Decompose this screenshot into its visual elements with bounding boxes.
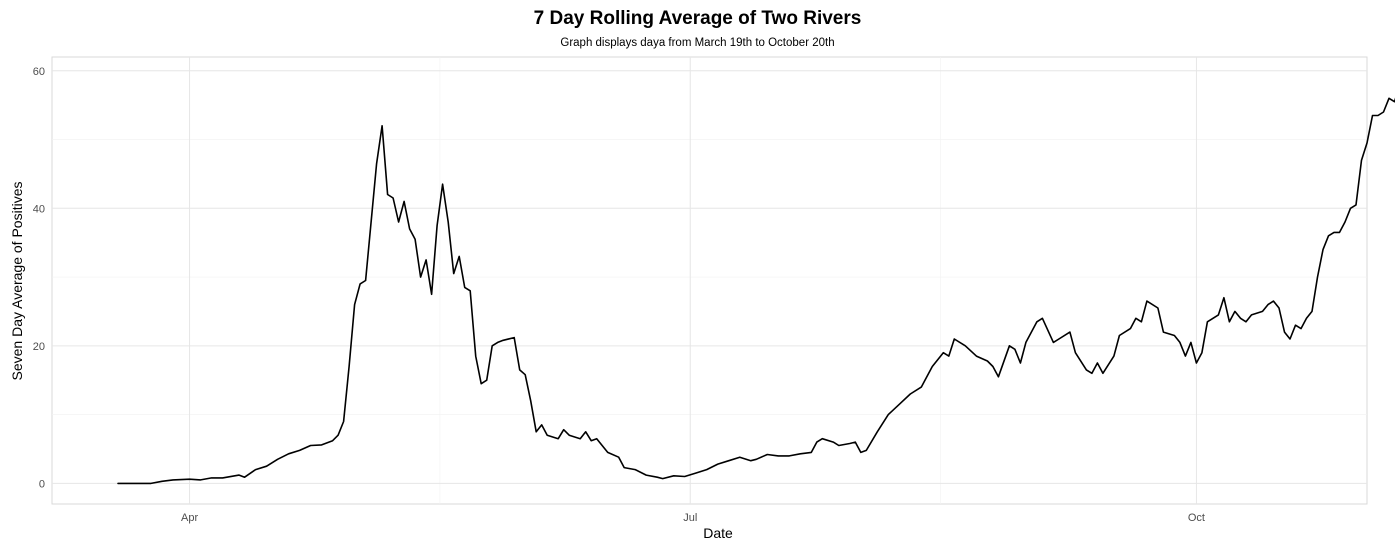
- series-line: [117, 97, 1395, 485]
- plot-panel: [51, 56, 1368, 505]
- x-tick-label: Jul: [683, 512, 697, 524]
- major-gridlines: [52, 57, 1367, 504]
- series-layer: [117, 97, 1395, 485]
- x-axis-ticks: Apr Jul Oct: [181, 512, 1205, 524]
- y-tick-label: 60: [33, 66, 45, 78]
- minor-gridlines: [52, 57, 1367, 504]
- y-tick-label: 40: [33, 203, 45, 215]
- y-tick-label: 0: [39, 478, 45, 490]
- chart-subtitle: Graph displays daya from March 19th to O…: [560, 37, 835, 49]
- y-axis-title: Seven Day Average of Positives: [9, 182, 25, 381]
- chart-title: 7 Day Rolling Average of Two Rivers: [533, 8, 862, 29]
- x-axis-title: Date: [703, 525, 733, 541]
- x-tick-label: Apr: [181, 512, 198, 524]
- y-tick-label: 20: [33, 341, 45, 353]
- y-axis-ticks: 0 20 40 60: [33, 66, 45, 491]
- x-tick-label: Oct: [1188, 512, 1205, 524]
